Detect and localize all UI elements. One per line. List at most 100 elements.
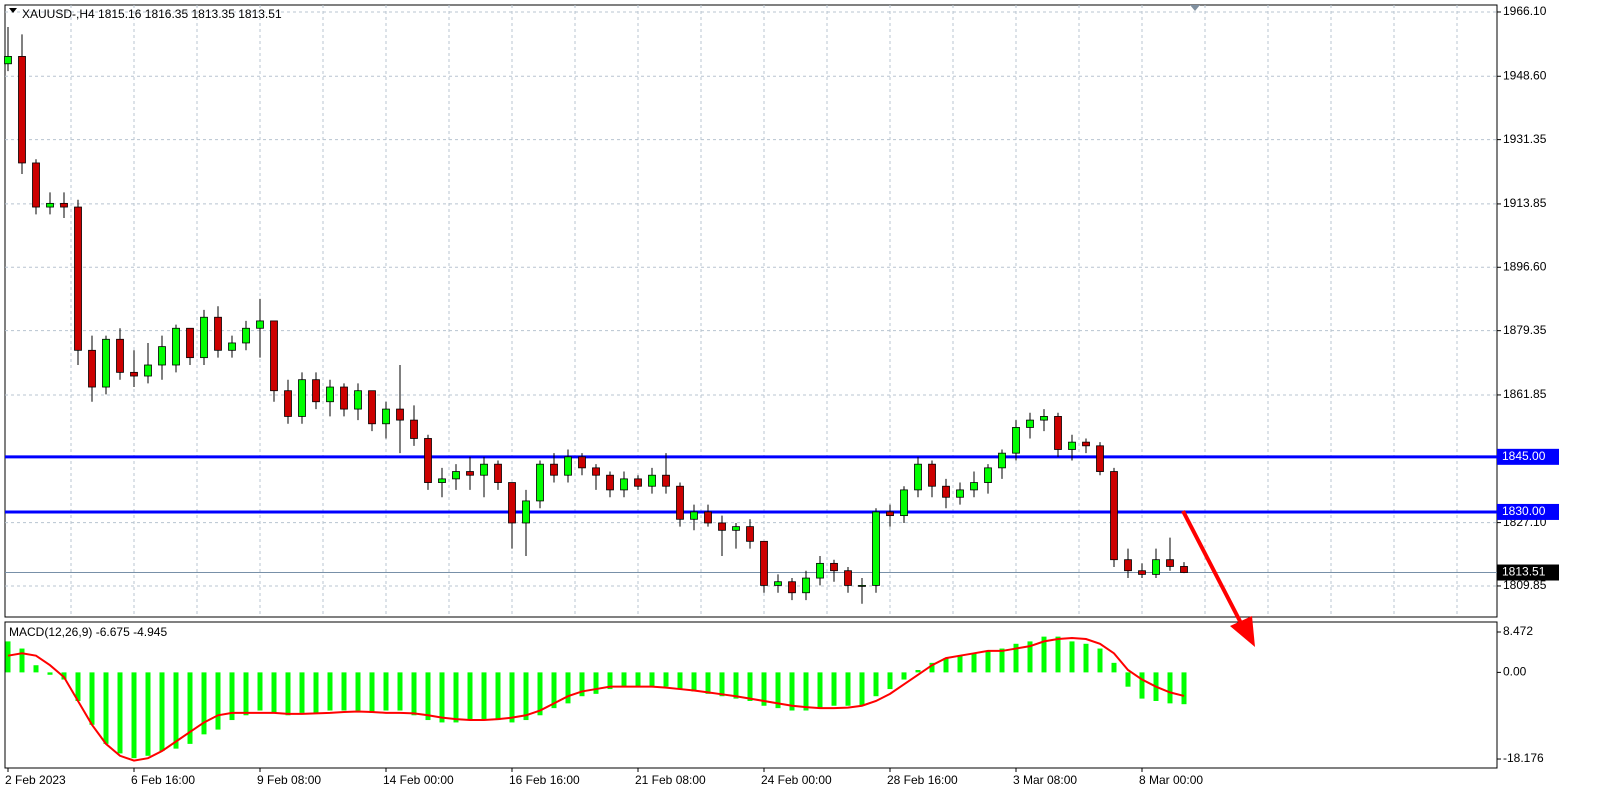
macd-bar	[89, 672, 95, 725]
macd-bar	[103, 672, 109, 744]
macd-bar	[593, 672, 599, 694]
macd-bar	[1097, 648, 1103, 673]
macd-bar	[845, 672, 851, 706]
candle-body	[802, 577, 810, 594]
macd-bar	[943, 658, 949, 673]
candle-body	[774, 581, 782, 586]
macd-last: -6.675	[96, 625, 130, 639]
candle-body	[130, 371, 138, 377]
candle-body	[1054, 416, 1062, 450]
y-tick-label: 1948.60	[1503, 68, 1547, 82]
macd-bar	[691, 672, 697, 692]
macd-bar	[887, 672, 893, 690]
signal-last: -4.945	[133, 625, 167, 639]
macd-title: MACD(12,26,9)	[9, 625, 92, 639]
candle-body	[1096, 445, 1104, 472]
macd-bar	[201, 672, 207, 735]
candle-body	[928, 463, 936, 487]
level-label-box	[1497, 503, 1559, 520]
candle-body	[536, 463, 544, 502]
candle-body	[606, 474, 614, 491]
macd-bar	[1167, 672, 1173, 704]
candle-body	[760, 540, 768, 586]
annotation-arrow	[1181, 510, 1245, 628]
macd-bar	[1083, 643, 1089, 673]
candle-body	[1040, 416, 1048, 421]
candle-body	[1124, 559, 1132, 572]
candle-body	[900, 489, 908, 517]
macd-bar	[1181, 672, 1187, 705]
y-tick-label: 1809.85	[1503, 578, 1547, 592]
candle-body	[396, 408, 404, 421]
candle-body	[4, 56, 12, 65]
macd-bar	[663, 672, 669, 687]
macd-bar	[369, 672, 375, 713]
macd-bar	[733, 672, 739, 699]
candle-body	[592, 467, 600, 476]
candle-body	[634, 478, 642, 487]
macd-bar	[495, 672, 501, 721]
macd-bar	[621, 672, 627, 687]
macd-bar	[1139, 672, 1145, 699]
candle-body	[228, 342, 236, 351]
candle-body	[102, 338, 110, 388]
candle-body	[886, 511, 894, 517]
x-tick-label: 28 Feb 16:00	[887, 773, 958, 787]
price-label: 1813.51	[1502, 565, 1546, 579]
macd-bar	[831, 672, 837, 706]
macd-bar	[397, 672, 403, 711]
macd-bar	[355, 672, 361, 711]
candle-body	[158, 346, 166, 366]
macd-bar	[1027, 641, 1033, 673]
candle-body	[718, 522, 726, 531]
x-tick-label: 2 Feb 2023	[5, 773, 66, 787]
candle-body	[32, 162, 40, 208]
macd-bar	[537, 672, 543, 716]
chart-header: XAUUSD-,H4 1815.16 1816.35 1813.35 1813.…	[22, 7, 282, 21]
macd-bar	[509, 672, 515, 723]
macd-bar	[971, 653, 977, 673]
symbol: XAUUSD-,H4	[22, 7, 95, 21]
y-tick-label: 1931.35	[1503, 132, 1547, 146]
candle-body	[1082, 441, 1090, 447]
macd-bar	[159, 672, 165, 752]
macd-bar	[523, 672, 529, 721]
macd-bar	[789, 672, 795, 711]
macd-bar	[999, 648, 1005, 673]
macd-bar	[775, 672, 781, 709]
candle-body	[116, 338, 124, 373]
candle-body	[438, 478, 446, 483]
macd-bar	[929, 662, 935, 673]
candle-body	[1152, 559, 1160, 575]
y-tick-label: -18.176	[1503, 751, 1544, 765]
candle-body	[494, 463, 502, 483]
y-tick-label: 8.472	[1503, 624, 1533, 638]
x-tick-label: 21 Feb 08:00	[635, 773, 706, 787]
macd-bar	[565, 672, 571, 704]
macd-panel	[4, 621, 1498, 769]
macd-bar	[453, 672, 459, 723]
macd-bar	[1069, 641, 1075, 673]
macd-bar	[915, 669, 921, 673]
candle-body	[1166, 559, 1174, 567]
macd-bar	[803, 672, 809, 711]
candle-body	[200, 316, 208, 359]
candle-body	[452, 471, 460, 480]
candle-body	[914, 463, 922, 491]
macd-header: MACD(12,26,9) -6.675 -4.945	[9, 625, 167, 639]
candle-body	[312, 379, 320, 403]
level-label-box	[1497, 448, 1559, 465]
macd-bar	[215, 672, 221, 730]
candle-body	[788, 581, 796, 594]
macd-bar	[579, 672, 585, 697]
level-label: 1830.00	[1502, 504, 1546, 518]
macd-bar	[761, 672, 767, 706]
macd-bar	[5, 641, 11, 673]
macd-bar	[411, 672, 417, 716]
macd-bar	[1111, 662, 1117, 673]
macd-bar	[817, 672, 823, 709]
macd-bar	[243, 672, 249, 716]
y-tick-label: 1896.60	[1503, 259, 1547, 273]
